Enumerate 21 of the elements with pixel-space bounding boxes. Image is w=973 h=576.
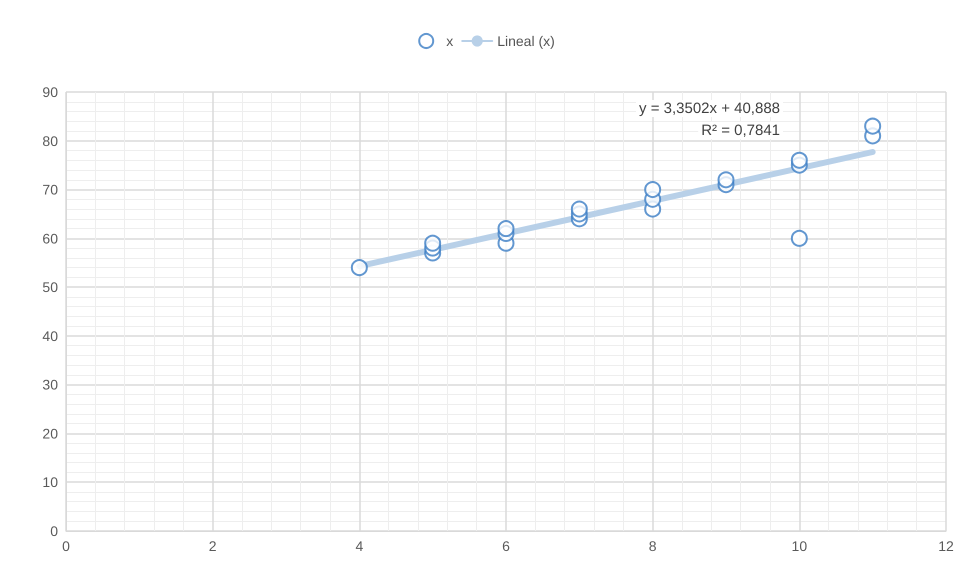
x-tick-label: 8 — [648, 538, 657, 554]
x-tick-label: 12 — [938, 538, 954, 554]
y-tick-label: 90 — [42, 84, 58, 100]
y-tick-label: 40 — [42, 328, 58, 344]
y-tick-label: 60 — [42, 230, 58, 246]
annotation: R² = 0,7841 — [701, 122, 780, 139]
legend-label: Lineal (x) — [497, 33, 555, 49]
y-tick-label: 70 — [42, 182, 58, 198]
y-tick-label: 0 — [50, 523, 58, 539]
x-tick-label: 0 — [62, 538, 70, 554]
x-tick-label: 10 — [792, 538, 808, 554]
x-tick-label: 4 — [355, 538, 364, 554]
y-tick-label: 80 — [42, 132, 58, 149]
x-tick-label: 6 — [502, 538, 510, 554]
y-tick-label: 10 — [42, 474, 58, 490]
y-tick-label: 20 — [42, 425, 58, 442]
legend-label: x — [446, 33, 454, 49]
y-tick-label: 50 — [42, 279, 58, 296]
annotation: y = 3,3502x + 40,888 — [639, 100, 780, 117]
x-tick-label: 2 — [208, 538, 217, 554]
y-tick-label: 30 — [42, 376, 58, 393]
